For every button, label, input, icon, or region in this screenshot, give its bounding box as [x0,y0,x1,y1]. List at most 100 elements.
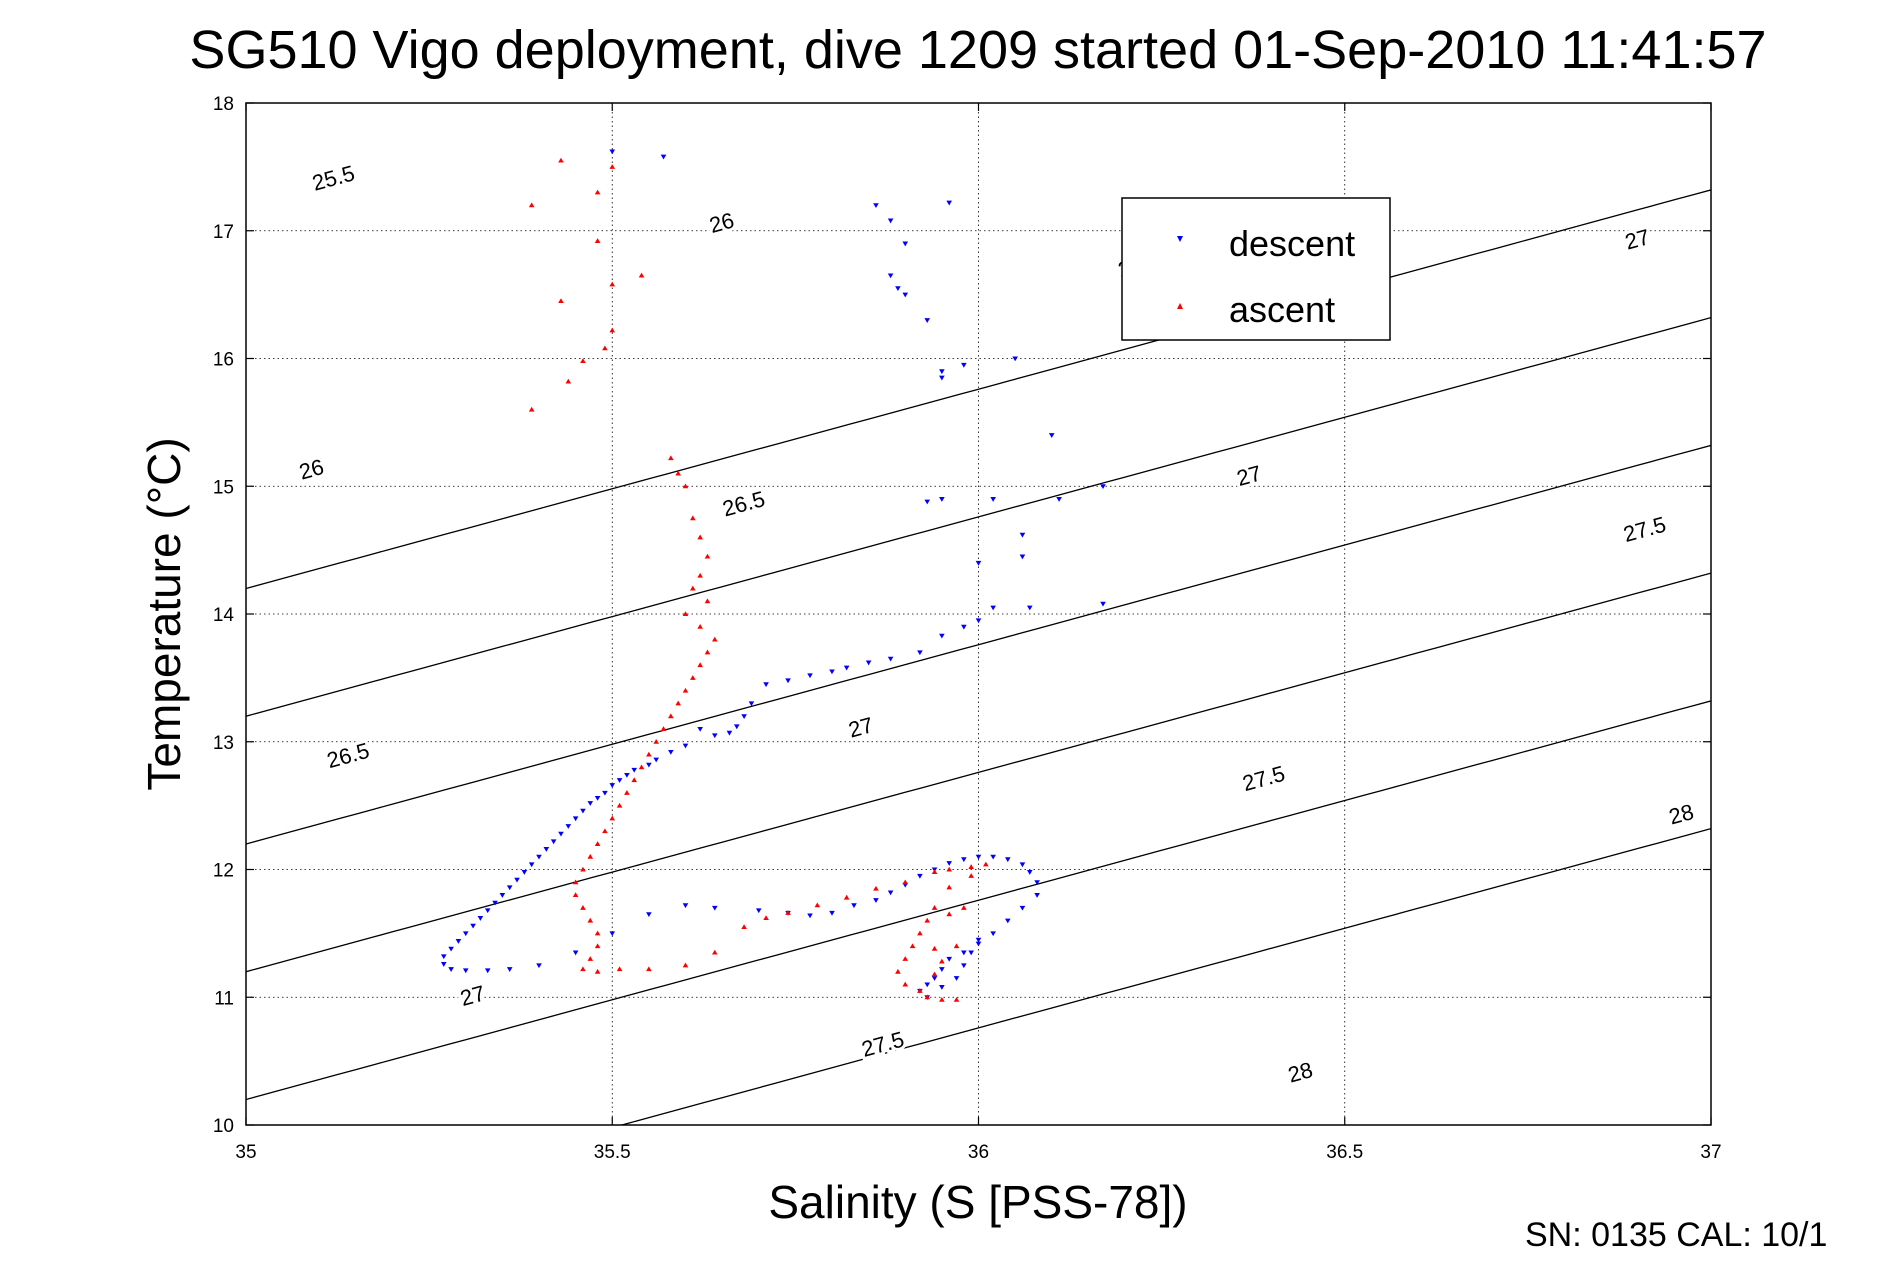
ascent-point [704,649,711,655]
contour-line [246,572,1711,973]
ascent-point [704,598,711,604]
ascent-point [668,455,674,461]
ascent-point [609,815,616,821]
ascent-point [609,281,616,287]
contour-label: 27 [846,712,876,743]
descent-point [733,724,740,730]
footer-serial: SN: 0135 CAL: 10/1 [1525,1216,1827,1254]
y-tick-label: 13 [213,733,234,754]
descent-point [594,795,601,801]
descent-point [917,650,923,656]
contour-line [246,700,1711,1101]
ascent-point [682,687,689,693]
ascent-point [565,378,572,384]
ascent-point [763,915,769,921]
descent-point [506,967,513,972]
contour-label: 27.5 [1621,512,1669,547]
descent-point [807,913,813,919]
descent-point [660,154,667,160]
descent-point [865,660,872,666]
ascent-point [902,956,909,961]
ascent-point [946,866,952,872]
descent-point [924,499,931,505]
descent-point [646,762,652,768]
ascent-point [587,917,594,923]
descent-point [1019,862,1026,868]
contour-label: 26 [296,454,326,485]
descent-point [990,854,996,860]
ascent-point [983,861,989,867]
ascent-point [528,406,535,412]
ascent-point [697,623,703,629]
descent-point [550,839,557,845]
descent-point [873,203,879,208]
descent-point [917,873,923,879]
ascent-point [697,662,703,668]
legend-box [1121,197,1391,341]
descent-point [939,633,945,639]
ascent-point [594,943,601,949]
y-tick-label: 12 [213,861,234,882]
ascent-point [946,911,952,917]
x-axis-ticks: 35 35.5 36 36.5 37 [235,103,1722,1163]
descent-point [1048,433,1055,438]
descent-point [499,893,506,898]
descent-point [946,200,952,206]
descent-point [785,678,791,684]
descent-point [946,861,952,866]
ascent-point [587,853,594,859]
descent-point [975,618,982,624]
ascent-point [594,930,601,936]
descent-point [682,903,689,909]
density-contours [246,189,1711,1125]
x-tick-label: 35 [235,1142,256,1163]
descent-point [558,831,564,837]
ascent-point [917,930,923,936]
ascent-point [594,968,601,974]
y-axis-ticks: 10 11 12 13 14 15 16 17 18 [213,94,1711,1137]
y-tick-label: 10 [213,1116,234,1137]
contour-line [246,316,1711,717]
descent-point [1012,356,1018,362]
ascent-point [594,841,601,846]
descent-point [572,816,579,822]
y-tick-label: 17 [213,222,234,243]
ascent-point [909,943,916,949]
contour-line [246,189,1711,590]
contour-label: 28 [1666,799,1696,830]
ascent-point [646,966,652,972]
descent-point [1100,601,1106,607]
ascent-point [843,894,850,900]
contour-label: 26.5 [324,738,372,773]
ascent-point [675,470,681,476]
contour-label: 25.5 [310,160,358,195]
ascent-point [931,905,938,910]
descent-point [902,292,909,298]
descent-point [990,931,996,937]
data-points [440,149,1106,1002]
descent-point [924,318,931,323]
descent-point [741,714,747,719]
legend-descent-label: descent [1229,223,1355,264]
descent-point [1005,918,1011,924]
ascent-point [646,751,652,757]
y-tick-label: 14 [213,605,235,626]
descent-point [572,950,579,956]
descent-point [763,682,769,688]
descent-point [440,962,447,967]
descent-point [477,916,484,921]
descent-point [580,808,586,814]
ascent-point [931,869,938,875]
descent-point [1034,880,1040,886]
legend-descent-marker [1177,236,1183,242]
ascent-point [572,892,579,898]
descent-point [528,862,535,868]
x-axis-label: Salinity (S [PSS-78]) [768,1176,1187,1228]
descent-point [895,286,901,292]
ascent-point [946,884,952,890]
ascent-point [602,828,608,834]
ascent-point [580,966,586,972]
descent-point [1056,497,1062,502]
ascent-point [624,790,630,795]
descent-point [653,757,659,763]
